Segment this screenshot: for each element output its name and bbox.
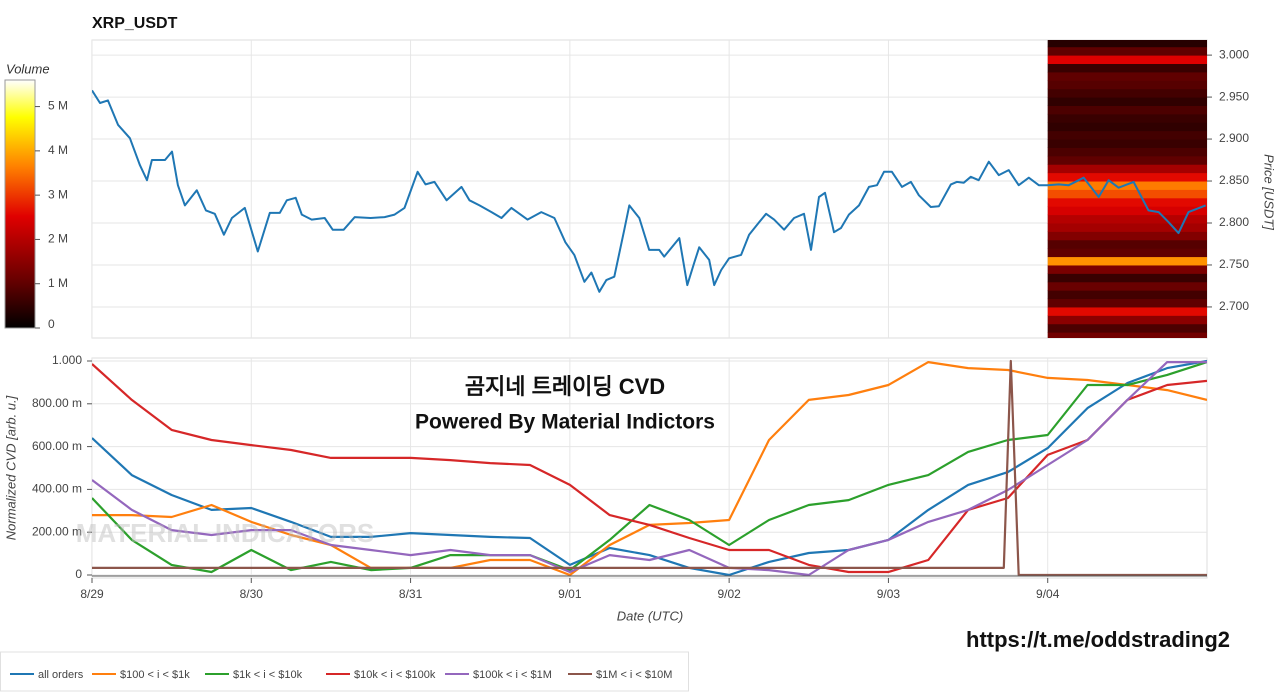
heatmap-cell [1047,63,1207,73]
heatmap-cell [1047,46,1207,56]
y-tick-label: 400.00 m [32,482,82,496]
axes: 8/29 8/30 8/31 9/01 9/02 9/03 9/04 2.700 2.750 2.… [32,47,1249,601]
watermark: MATERIAL INDICATORS [76,518,375,548]
y-tick-label: 0 [75,567,82,581]
heatmap-cell [1047,332,1207,338]
heatmap-cell [1047,256,1207,266]
price-plot-area [91,39,1208,339]
y-tick-label: 2.950 [1219,89,1249,103]
overlay-title: 곰지네 트레이딩 CVD [465,374,665,399]
y-tick-label: 2.750 [1219,257,1249,271]
x-tick-label: 8/30 [240,587,264,601]
heatmap-cell [1047,172,1207,182]
y-tick-label: 3.000 [1219,47,1249,61]
heatmap-cell [1047,290,1207,300]
heatmap-cell [1047,222,1207,232]
heatmap-cell [1047,40,1207,48]
colorbar-tick-label: 1 M [48,276,68,290]
legend-label: $100 < i < $1k [120,669,190,681]
series-line [92,359,1207,577]
heatmap-cell [1047,105,1207,115]
heatmap-cell [1047,113,1207,123]
heatmap-cell [1047,214,1207,224]
heatmap-cell [1047,55,1207,65]
heatmap-cell [1047,71,1207,81]
x-tick-label: 9/02 [717,587,741,601]
legend-label: $1k < i < $10k [233,669,303,681]
heatmap-cell [1047,264,1207,274]
legend-label: $1M < i < $10M [596,669,672,681]
colorbar-label: Volume [6,61,50,76]
heatmap-cell [1047,315,1207,325]
x-tick-label: 8/29 [80,587,104,601]
heatmap-cell [1047,298,1207,308]
legend-box [0,651,689,692]
chart-title: XRP_USDT [92,15,178,32]
x-axis-label: Date (UTC) [617,608,683,623]
y-tick-label: 2.900 [1219,131,1249,145]
y-axis-label: Normalized CVD [arb. u.] [3,395,18,540]
heatmap-cell [1047,306,1207,316]
heatmap-cell [1047,181,1207,190]
heatmap-cell [1047,189,1207,199]
y-tick-label: 800.00 m [32,396,82,410]
heatmap-cell [1047,147,1207,157]
heatmap-cell [1047,239,1207,249]
heatmap-cell [1047,97,1207,106]
y-tick-label: 2.700 [1219,299,1249,313]
colorbar-tick-label: 3 M [48,187,68,201]
heatmap-cell [1047,323,1207,333]
colorbar-tick-label: 2 M [48,232,68,246]
heatmap-cell [1047,155,1207,165]
series-line [92,89,1206,293]
y-tick-label: 1.000 [52,353,82,367]
price-plot [92,40,1207,338]
y-tick-label: 2.850 [1219,173,1249,187]
colorbar-tick-label: 0 [48,317,55,331]
link[interactable]: https://t.me/oddstrading2 [966,627,1230,652]
series-line [92,363,1207,574]
overlay-subtitle: Powered By Material Indictors [415,411,715,434]
heatmap-cell [1047,80,1207,90]
heatmap-cell [1047,231,1207,241]
series-line [92,361,1207,577]
heatmap-cell [1047,122,1207,132]
y-tick-label: 2.800 [1219,215,1249,229]
heatmap-cell [1047,164,1207,174]
legend-label: $100k < i < $1M [473,669,552,681]
x-tick-label: 9/04 [1036,587,1060,601]
x-tick-label: 9/01 [558,587,582,601]
series-line [92,359,1207,577]
y-axis-label: Price [USDT] [1262,154,1277,230]
x-tick-label: 8/31 [399,587,423,601]
colorbar [4,79,36,329]
x-tick-label: 9/03 [877,587,901,601]
cvd-plot [92,358,1207,578]
legend-label: all orders [38,669,84,681]
heatmap-cell [1047,139,1207,148]
y-tick-label: 200.00 m [32,524,82,538]
heatmap-cell [1047,273,1207,283]
y-tick-label: 600.00 m [32,439,82,453]
legend-label: $10k < i < $100k [354,669,436,681]
heatmap-cell [1047,206,1207,216]
cvd-plot-area [91,357,1208,579]
series-line [92,361,1207,574]
heatmap-cell [1047,88,1207,98]
legend: all orders $100 < i < $1k $1k < i < $10k $1… [10,669,672,681]
colorbar-tick-label: 5 M [48,99,68,113]
colorbar-tick-label: 4 M [48,143,68,157]
heatmap-cell [1047,248,1207,258]
heatmap-cell [1047,197,1207,207]
heatmap-cell [1047,281,1207,291]
heatmap-cell [1047,130,1207,140]
